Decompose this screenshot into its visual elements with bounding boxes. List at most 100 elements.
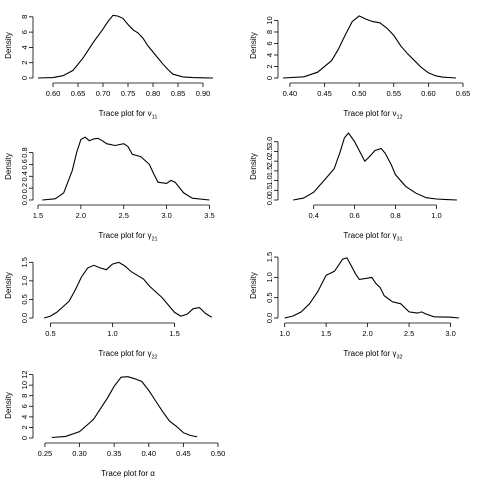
y-tick-label: 0.0 xyxy=(20,195,29,205)
x-tick-label: 0.5 xyxy=(45,329,55,338)
x-tick-label: 0.50 xyxy=(352,89,367,98)
density-panel: 0.60 0.65 0.70 0.75 0.80 0.85 0.90 0 2 4 6 8 Density… xyxy=(4,14,214,121)
x-tick-label: 2.0 xyxy=(76,211,86,220)
y-tick-label: 0.5 xyxy=(265,292,274,302)
y-tick-label: 0.2 xyxy=(20,183,29,193)
x-tick-label: 1.0 xyxy=(107,329,117,338)
y-tick-label: 2.0 xyxy=(265,156,274,166)
y-axis-label: Density xyxy=(4,32,13,59)
density-panel: 0.40 0.45 0.50 0.55 0.60 0.65 0 2 4 6 8 10 Density Tr… xyxy=(249,15,470,121)
y-tick-label: 0.8 xyxy=(20,147,29,157)
y-tick-label: 1.0 xyxy=(20,276,29,286)
y-tick-label: 1.5 xyxy=(20,257,29,267)
x-tick-label: 3.0 xyxy=(161,211,171,220)
y-axis-label: Density xyxy=(249,153,258,180)
y-tick-label: 0.5 xyxy=(20,294,29,304)
x-tick-label: 0.75 xyxy=(121,89,136,98)
y-tick-label: 0.5 xyxy=(265,185,274,195)
density-curve xyxy=(284,257,459,319)
y-axis-label: Density xyxy=(4,272,13,299)
y-tick-label: 1.5 xyxy=(265,166,274,176)
y-tick-label: 1.0 xyxy=(265,272,274,282)
y-axis-label: Density xyxy=(249,272,258,299)
y-tick-label: 4 xyxy=(20,45,29,49)
density-curve xyxy=(37,14,214,79)
x-tick-label: 1.0 xyxy=(279,329,289,338)
density-curve xyxy=(282,15,457,79)
x-tick-label: 1.5 xyxy=(321,329,331,338)
x-tick-label: 0.30 xyxy=(72,449,87,458)
x-axis-label: Trace plot for ν12 xyxy=(343,109,402,121)
density-panel: 0.5 1.0 1.5 0.0 0.5 1.0 1.5 Density Trace plot f… xyxy=(4,257,213,361)
x-tick-label: 1.5 xyxy=(33,211,43,220)
x-tick-label: 2.5 xyxy=(404,329,414,338)
y-tick-label: 6 xyxy=(20,30,29,34)
x-tick-label: 0.50 xyxy=(211,449,226,458)
y-tick-label: 0.4 xyxy=(20,171,29,181)
y-tick-label: 6 xyxy=(265,41,274,45)
y-tick-label: 8 xyxy=(265,30,274,34)
x-tick-label: 0.40 xyxy=(141,449,156,458)
x-tick-label: 2.0 xyxy=(362,329,372,338)
y-tick-label: 1.0 xyxy=(265,175,274,185)
density-curve xyxy=(51,376,198,439)
y-tick-label: 12 xyxy=(20,370,29,378)
y-tick-label: 6 xyxy=(20,404,29,408)
y-tick-label: 2 xyxy=(265,64,274,68)
x-tick-label: 1.5 xyxy=(169,329,179,338)
x-axis-label: Trace plot for ν11 xyxy=(99,109,158,121)
x-axis-label: Trace plot for γ31 xyxy=(343,231,402,243)
x-tick-label: 0.55 xyxy=(386,89,401,98)
x-tick-label: 0.65 xyxy=(71,89,86,98)
y-tick-label: 0 xyxy=(265,76,274,80)
x-tick-label: 0.90 xyxy=(196,89,211,98)
x-tick-label: 0.45 xyxy=(317,89,332,98)
x-tick-label: 0.4 xyxy=(308,211,318,220)
y-tick-label: 0.0 xyxy=(265,313,274,323)
x-tick-label: 0.80 xyxy=(146,89,161,98)
x-tick-label: 0.85 xyxy=(171,89,186,98)
y-axis-label: Density xyxy=(4,153,13,180)
y-tick-label: 8 xyxy=(20,15,29,19)
density-curve xyxy=(44,261,213,319)
x-tick-label: 0.6 xyxy=(349,211,359,220)
x-tick-label: 0.60 xyxy=(421,89,436,98)
y-axis-label: Density xyxy=(249,32,258,59)
x-axis-label: Trace plot for α xyxy=(101,469,155,478)
y-tick-label: 0.0 xyxy=(20,313,29,323)
y-tick-label: 0 xyxy=(20,76,29,80)
density-panel: 1.0 1.5 2.0 2.5 3.0 0.0 0.5 1.0 1.5 Density Trace … xyxy=(249,252,459,361)
y-tick-label: 2 xyxy=(20,61,29,65)
x-tick-label: 1.0 xyxy=(431,211,441,220)
x-tick-label: 2.5 xyxy=(118,211,128,220)
x-tick-label: 0.35 xyxy=(107,449,122,458)
y-axis-label: Density xyxy=(4,392,13,419)
y-tick-label: 8 xyxy=(20,394,29,398)
density-panel: 0.4 0.6 0.8 1.00.00.51.01.52.02.53.0Density… xyxy=(249,132,457,243)
y-tick-label: 2 xyxy=(20,425,29,429)
x-tick-label: 0.70 xyxy=(96,89,111,98)
x-tick-label: 0.25 xyxy=(38,449,53,458)
x-tick-label: 0.40 xyxy=(283,89,298,98)
y-tick-label: 0.6 xyxy=(20,159,29,169)
y-tick-label: 1.5 xyxy=(265,252,274,262)
y-tick-label: 4 xyxy=(20,415,29,419)
y-tick-label: 10 xyxy=(265,16,274,24)
x-tick-label: 0.45 xyxy=(176,449,191,458)
x-tick-label: 0.60 xyxy=(46,89,61,98)
density-panel: 0.25 0.30 0.35 0.40 0.45 0.50 0 2 4 6 8 10 12 Density… xyxy=(4,370,225,478)
x-axis-label: Trace plot for γ32 xyxy=(343,349,402,361)
x-axis-label: Trace plot for γ21 xyxy=(98,231,157,243)
density-panel: 1.5 2.0 2.5 3.0 3.5 0.0 0.2 0.4 0.6 0.8 Density Tra… xyxy=(4,136,215,243)
x-tick-label: 3.0 xyxy=(445,329,455,338)
x-tick-label: 0.8 xyxy=(390,211,400,220)
y-tick-label: 2.5 xyxy=(265,146,274,156)
x-tick-label: 3.5 xyxy=(204,211,214,220)
y-tick-label: 0 xyxy=(20,436,29,440)
density-curve xyxy=(293,132,457,201)
y-tick-label: 10 xyxy=(20,381,29,389)
x-axis-label: Trace plot for γ22 xyxy=(98,349,157,361)
density-curve xyxy=(42,136,210,201)
y-tick-label: 0.0 xyxy=(265,195,274,205)
